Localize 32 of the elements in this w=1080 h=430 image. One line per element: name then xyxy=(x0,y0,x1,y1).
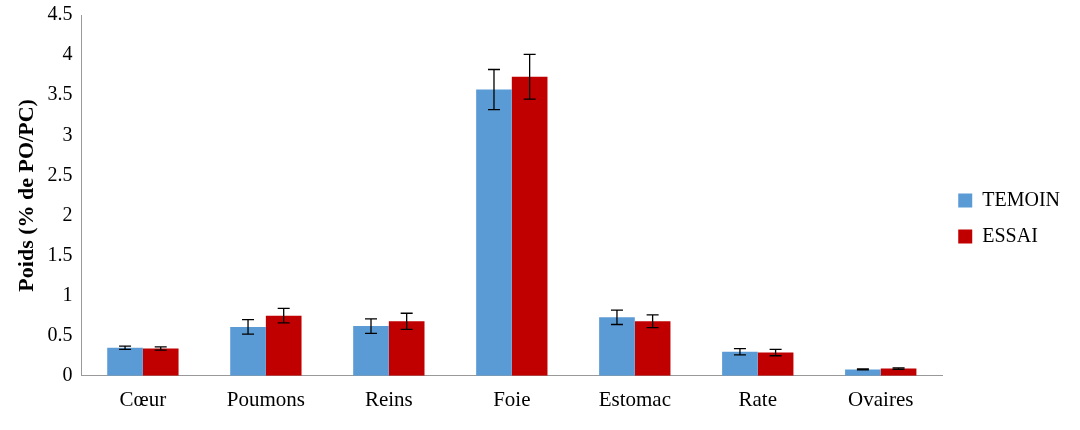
bar xyxy=(722,351,758,376)
y-tick-label: 4 xyxy=(62,42,73,65)
x-tick-label: Poumons xyxy=(226,386,305,411)
bar xyxy=(511,76,548,376)
x-tick-label: Cœur xyxy=(119,386,167,411)
y-tick-label: 3 xyxy=(62,122,73,145)
legend-label: TEMOIN xyxy=(982,187,1060,210)
y-tick-label: 2 xyxy=(62,202,73,225)
bar xyxy=(265,315,302,376)
bar xyxy=(142,348,179,376)
legend-label: ESSAI xyxy=(982,223,1038,246)
y-tick-label: 2.5 xyxy=(47,162,73,185)
bar xyxy=(353,326,389,376)
bar xyxy=(476,89,512,376)
y-axis-title: Poids (% de PO/PC) xyxy=(12,99,38,292)
y-tick-label: 1 xyxy=(62,282,73,305)
x-tick-label: Rate xyxy=(738,386,778,411)
y-tick-label: 1.5 xyxy=(47,242,73,265)
y-tick-label: 4.5 xyxy=(47,2,73,25)
bar xyxy=(388,321,425,376)
bar xyxy=(757,352,794,376)
x-tick-label: Foie xyxy=(493,386,531,411)
bar xyxy=(599,317,635,376)
x-tick-label: Reins xyxy=(364,386,413,411)
x-tick-label: Estomac xyxy=(598,386,671,411)
y-tick-label: 3.5 xyxy=(47,82,73,105)
bar xyxy=(230,326,266,376)
bar xyxy=(107,347,143,376)
x-tick-label: Ovaires xyxy=(848,386,914,411)
y-tick-label: 0.5 xyxy=(47,322,73,345)
y-tick-label: 0 xyxy=(62,363,73,386)
bar xyxy=(634,321,671,376)
